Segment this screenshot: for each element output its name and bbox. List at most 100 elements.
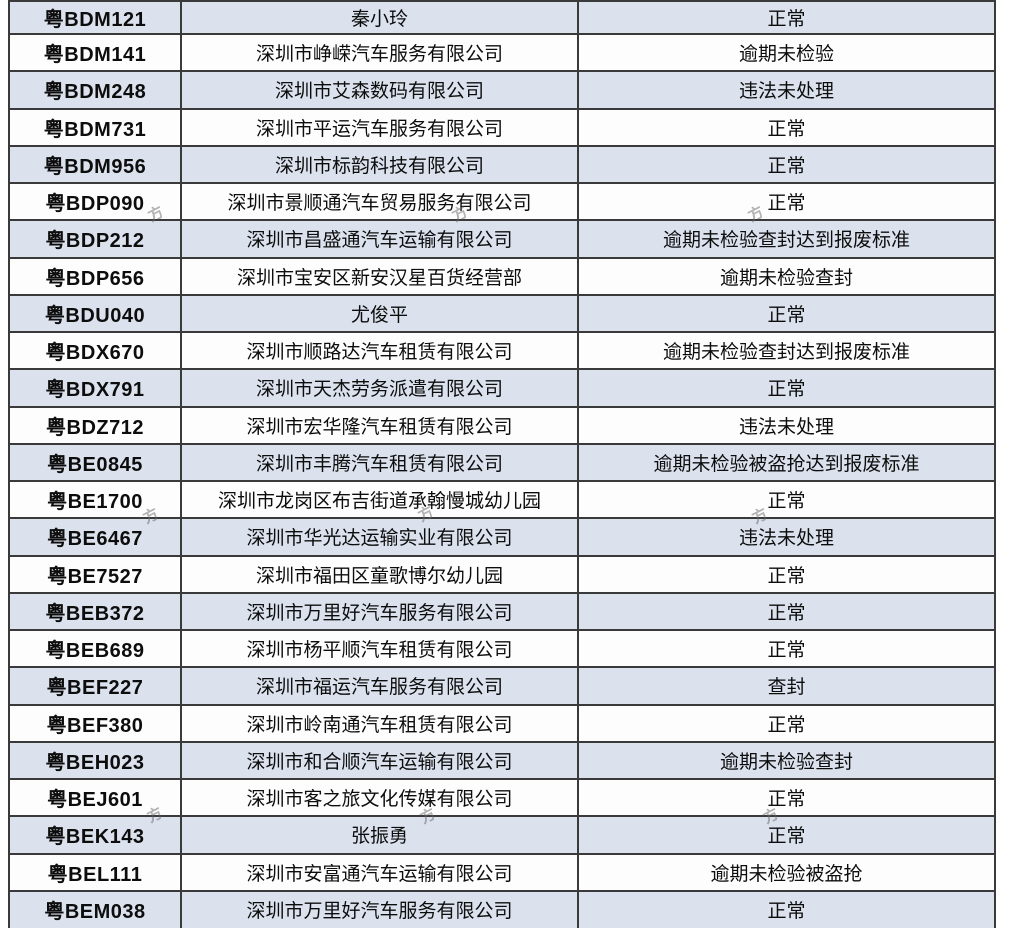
status-cell: 逾期未检验被盗抢: [577, 852, 996, 892]
status-cell: 逾期未检验: [577, 32, 996, 73]
status-cell: 违法未处理: [577, 517, 996, 557]
plate-cell: 粤BDM141: [8, 32, 182, 73]
owner-cell: 尤俊平: [180, 293, 579, 334]
plate-cell: 粤BEB372: [8, 591, 182, 632]
plate-cell: 粤BE7527: [8, 554, 182, 594]
plate-cell: 粤BDM731: [8, 107, 182, 147]
table-row: 粤BDM121 秦小玲 正常: [8, 0, 996, 35]
table-row: 粤BDP090 深圳市景顺通汽车贸易服务有限公司 正常: [8, 181, 996, 222]
table-row: 粤BEF227 深圳市福运汽车服务有限公司 查封: [8, 666, 996, 706]
status-cell: 逾期未检验查封达到报废标准: [577, 219, 996, 259]
owner-cell: 深圳市宝安区新安汉星百货经营部: [180, 256, 579, 296]
plate-cell: 粤BDU040: [8, 293, 182, 334]
table-row: 粤BEF380 深圳市岭南通汽车租赁有限公司 正常: [8, 703, 996, 743]
owner-cell: 深圳市客之旅文化传媒有限公司: [180, 777, 579, 818]
plate-cell: 粤BEL111: [8, 852, 182, 892]
owner-cell: 深圳市天杰劳务派遣有限公司: [180, 368, 579, 408]
owner-cell: 深圳市景顺通汽车贸易服务有限公司: [180, 181, 579, 222]
status-cell: 违法未处理: [577, 70, 996, 110]
table-row: 粤BDZ712 深圳市宏华隆汽车租赁有限公司 违法未处理: [8, 405, 996, 445]
owner-cell: 深圳市福运汽车服务有限公司: [180, 666, 579, 706]
table-row: 粤BE0845 深圳市丰腾汽车租赁有限公司 逾期未检验被盗抢达到报废标准: [8, 442, 996, 483]
owner-cell: 深圳市艾森数码有限公司: [180, 70, 579, 110]
table-row: 粤BE1700 深圳市龙岗区布吉街道承翰慢城幼儿园 正常: [8, 479, 996, 520]
plate-cell: 粤BDP090: [8, 181, 182, 222]
plate-cell: 粤BEF380: [8, 703, 182, 743]
owner-cell: 深圳市平运汽车服务有限公司: [180, 107, 579, 147]
table-row: 粤BDX670 深圳市顺路达汽车租赁有限公司 逾期未检验查封达到报废标准: [8, 330, 996, 371]
plate-cell: 粤BEM038: [8, 889, 182, 928]
table-row: 粤BDM141 深圳市峥嵘汽车服务有限公司 逾期未检验: [8, 32, 996, 73]
owner-cell: 深圳市丰腾汽车租赁有限公司: [180, 442, 579, 483]
plate-cell: 粤BEK143: [8, 815, 182, 855]
plate-cell: 粤BEJ601: [8, 777, 182, 818]
status-cell: 正常: [577, 591, 996, 632]
status-cell: 正常: [577, 628, 996, 669]
table-row: 粤BEM038 深圳市万里好汽车服务有限公司 正常: [8, 889, 996, 928]
status-cell: 正常: [577, 144, 996, 185]
owner-cell: 深圳市标韵科技有限公司: [180, 144, 579, 185]
table-row: 粤BDM248 深圳市艾森数码有限公司 违法未处理: [8, 70, 996, 110]
table-row: 粤BE7527 深圳市福田区童歌博尔幼儿园 正常: [8, 554, 996, 594]
status-cell: 逾期未检验查封达到报废标准: [577, 330, 996, 371]
status-cell: 正常: [577, 107, 996, 147]
owner-cell: 深圳市杨平顺汽车租赁有限公司: [180, 628, 579, 669]
owner-cell: 深圳市万里好汽车服务有限公司: [180, 889, 579, 928]
table-row: 粤BEL111 深圳市安富通汽车运输有限公司 逾期未检验被盗抢: [8, 852, 996, 892]
owner-cell: 张振勇: [180, 815, 579, 855]
status-cell: 正常: [577, 777, 996, 818]
owner-cell: 秦小玲: [180, 0, 579, 35]
table-row: 粤BEH023 深圳市和合顺汽车运输有限公司 逾期未检验查封: [8, 740, 996, 781]
table-row: 粤BE6467 深圳市华光达运输实业有限公司 违法未处理: [8, 517, 996, 557]
status-cell: 正常: [577, 815, 996, 855]
plate-cell: 粤BDX791: [8, 368, 182, 408]
owner-cell: 深圳市福田区童歌博尔幼儿园: [180, 554, 579, 594]
status-cell: 逾期未检验被盗抢达到报废标准: [577, 442, 996, 483]
plate-cell: 粤BDP212: [8, 219, 182, 259]
plate-cell: 粤BDM248: [8, 70, 182, 110]
status-cell: 正常: [577, 554, 996, 594]
status-cell: 违法未处理: [577, 405, 996, 445]
table-row: 粤BDM956 深圳市标韵科技有限公司 正常: [8, 144, 996, 185]
table-row: 粤BDM731 深圳市平运汽车服务有限公司 正常: [8, 107, 996, 147]
owner-cell: 深圳市和合顺汽车运输有限公司: [180, 740, 579, 781]
status-cell: 正常: [577, 479, 996, 520]
status-cell: 正常: [577, 368, 996, 408]
plate-cell: 粤BE0845: [8, 442, 182, 483]
plate-cell: 粤BDP656: [8, 256, 182, 296]
owner-cell: 深圳市龙岗区布吉街道承翰慢城幼儿园: [180, 479, 579, 520]
vehicle-status-table: 粤BDM121 秦小玲 正常 粤BDM141 深圳市峥嵘汽车服务有限公司 逾期未…: [8, 0, 996, 928]
status-cell: 查封: [577, 666, 996, 706]
status-cell: 正常: [577, 0, 996, 35]
plate-cell: 粤BE1700: [8, 479, 182, 520]
owner-cell: 深圳市安富通汽车运输有限公司: [180, 852, 579, 892]
plate-cell: 粤BDX670: [8, 330, 182, 371]
table-row: 粤BDU040 尤俊平 正常: [8, 293, 996, 334]
status-cell: 正常: [577, 889, 996, 928]
plate-cell: 粤BDZ712: [8, 405, 182, 445]
table-row: 粤BDX791 深圳市天杰劳务派遣有限公司 正常: [8, 368, 996, 408]
table-row: 粤BEB689 深圳市杨平顺汽车租赁有限公司 正常: [8, 628, 996, 669]
status-cell: 正常: [577, 293, 996, 334]
owner-cell: 深圳市峥嵘汽车服务有限公司: [180, 32, 579, 73]
status-cell: 正常: [577, 703, 996, 743]
owner-cell: 深圳市宏华隆汽车租赁有限公司: [180, 405, 579, 445]
table-row: 粤BEK143 张振勇 正常: [8, 815, 996, 855]
owner-cell: 深圳市华光达运输实业有限公司: [180, 517, 579, 557]
table-body: 粤BDM121 秦小玲 正常 粤BDM141 深圳市峥嵘汽车服务有限公司 逾期未…: [8, 0, 996, 928]
table-row: 粤BEJ601 深圳市客之旅文化传媒有限公司 正常: [8, 777, 996, 818]
plate-cell: 粤BEH023: [8, 740, 182, 781]
table-row: 粤BEB372 深圳市万里好汽车服务有限公司 正常: [8, 591, 996, 632]
owner-cell: 深圳市岭南通汽车租赁有限公司: [180, 703, 579, 743]
owner-cell: 深圳市顺路达汽车租赁有限公司: [180, 330, 579, 371]
plate-cell: 粤BDM956: [8, 144, 182, 185]
plate-cell: 粤BE6467: [8, 517, 182, 557]
plate-cell: 粤BEF227: [8, 666, 182, 706]
status-cell: 正常: [577, 181, 996, 222]
owner-cell: 深圳市昌盛通汽车运输有限公司: [180, 219, 579, 259]
owner-cell: 深圳市万里好汽车服务有限公司: [180, 591, 579, 632]
table-row: 粤BDP656 深圳市宝安区新安汉星百货经营部 逾期未检验查封: [8, 256, 996, 296]
table-row: 粤BDP212 深圳市昌盛通汽车运输有限公司 逾期未检验查封达到报废标准: [8, 219, 996, 259]
status-cell: 逾期未检验查封: [577, 740, 996, 781]
